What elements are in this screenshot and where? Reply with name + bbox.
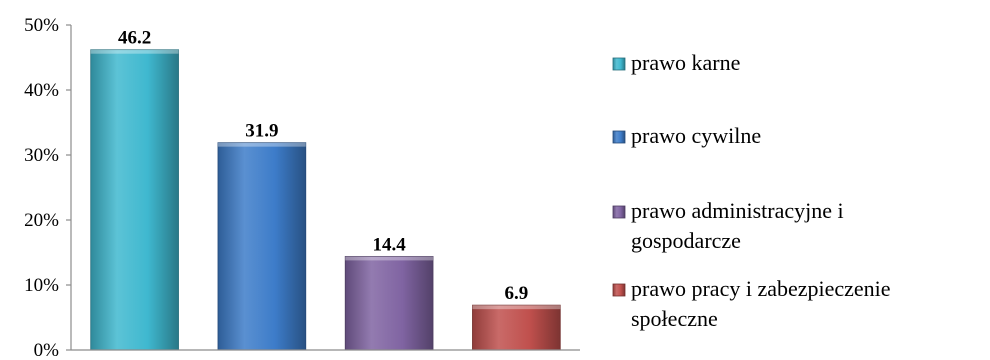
- y-tick-label: 30%: [24, 145, 59, 166]
- legend-label-4: prawo pracy i zabezpieczenie: [631, 276, 891, 301]
- bar-4: [472, 304, 561, 351]
- y-tick-label: 20%: [24, 210, 59, 231]
- legend-label-3: prawo administracyjne i: [631, 198, 844, 223]
- bar-1: [90, 49, 179, 351]
- legend-label-1: prawo karne: [631, 50, 740, 75]
- bar-2: [217, 142, 307, 351]
- y-axis: 0% 10% 20% 30% 40% 50%: [24, 15, 72, 360]
- bar-3-highlight: [345, 256, 434, 261]
- data-label-1: 46.2: [118, 28, 151, 49]
- bar-4-highlight: [472, 305, 561, 310]
- data-labels: 46.2 31.9 14.4 6.9: [118, 28, 528, 304]
- bar-2-highlight: [217, 142, 306, 147]
- data-label-2: 31.9: [245, 121, 278, 142]
- legend-label-4: społeczne: [631, 306, 718, 331]
- y-tick-label: 40%: [24, 80, 59, 101]
- legend: prawo karne prawo cywilne prawo administra…: [612, 50, 891, 331]
- y-tick-label: 0%: [34, 340, 60, 360]
- bar-3: [344, 255, 434, 351]
- bars: [90, 49, 561, 351]
- legend-swatch-1: [612, 57, 626, 71]
- y-tick-label: 50%: [24, 15, 59, 36]
- legend-label-2: prawo cywilne: [631, 123, 761, 148]
- legend-label-3: gospodarcze: [631, 228, 741, 253]
- legend-swatch-2: [612, 130, 626, 144]
- legend-swatch-4: [612, 283, 626, 297]
- y-tick-label: 10%: [24, 275, 59, 296]
- data-label-3: 14.4: [373, 234, 407, 255]
- bar-1-highlight: [90, 49, 179, 54]
- legend-swatch-3: [612, 205, 626, 219]
- data-label-4: 6.9: [505, 283, 529, 304]
